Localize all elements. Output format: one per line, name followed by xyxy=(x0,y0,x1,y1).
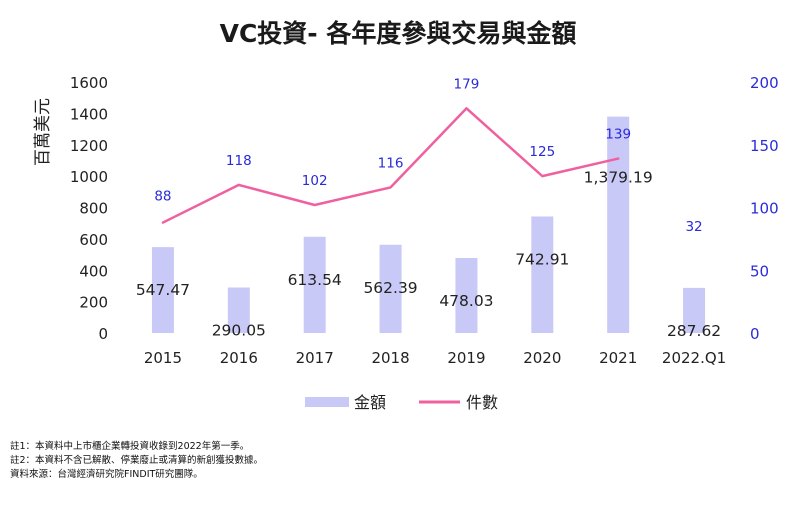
legend-label-bar: 金額 xyxy=(354,393,386,412)
y-left-tick-label: 800 xyxy=(79,200,108,218)
line-data-label: 125 xyxy=(529,144,555,160)
bar-data-label: 1,379.19 xyxy=(584,169,653,187)
line-data-label: 139 xyxy=(605,127,631,143)
y-right-tick-label: 150 xyxy=(750,137,779,155)
bar xyxy=(151,247,174,333)
x-tick-label: 2021 xyxy=(599,349,637,367)
chart-title: VC投資- 各年度參與交易與金額 xyxy=(220,19,577,48)
x-tick-label: 2022.Q1 xyxy=(662,349,726,367)
note-source: 資料來源：台灣經濟研究院FINDIT研究團隊。 xyxy=(10,469,203,480)
line-data-label: 116 xyxy=(378,155,404,171)
y-right-tick-label: 100 xyxy=(750,200,779,218)
legend: 金額 件數 xyxy=(305,393,498,412)
bar xyxy=(683,287,706,333)
y-left-tick-label: 1000 xyxy=(70,168,108,186)
x-axis-ticks: 2015 2016 2017 2018 2019 2020 2021 2022.Q1 xyxy=(144,349,726,367)
bar xyxy=(227,287,250,333)
line-data-label: 118 xyxy=(226,153,252,169)
bar-data-label: 478.03 xyxy=(439,292,493,310)
bar-data-label: 613.54 xyxy=(288,271,342,289)
y-left-tick-label: 1600 xyxy=(70,74,108,92)
bar xyxy=(303,236,326,333)
line-series: 88 118 102 116 179 125 139 32 xyxy=(154,76,702,235)
note-2: 註2：本資料不含已解散、停業廢止或清算的新創獲投數據。 xyxy=(10,455,264,466)
legend-swatch-bar xyxy=(305,397,349,407)
bar-data-label: 742.91 xyxy=(515,250,569,268)
line-data-label: 32 xyxy=(685,219,702,235)
bar-series: 547.47 290.05 613.54 562.39 478.03 742.91 1,37… xyxy=(136,116,721,340)
bar xyxy=(531,216,554,333)
y-axis-right-ticks: 0 50 100 150 200 xyxy=(750,74,779,343)
x-tick-label: 2019 xyxy=(447,349,485,367)
y-left-tick-label: 600 xyxy=(79,231,108,249)
x-tick-label: 2015 xyxy=(144,349,182,367)
line-data-label: 179 xyxy=(454,76,480,92)
bar-data-label: 547.47 xyxy=(136,281,190,299)
y-right-tick-label: 0 xyxy=(750,325,760,343)
x-tick-label: 2017 xyxy=(296,349,334,367)
x-tick-label: 2020 xyxy=(523,349,561,367)
bar xyxy=(379,244,402,333)
y-axis-left-label: 百萬美元 xyxy=(33,98,53,166)
y-right-tick-label: 50 xyxy=(750,262,769,280)
x-tick-label: 2018 xyxy=(371,349,409,367)
line-data-label: 88 xyxy=(154,189,171,205)
y-left-tick-label: 200 xyxy=(79,294,108,312)
bar-data-label: 562.39 xyxy=(363,279,417,297)
line-path xyxy=(161,107,620,224)
note-1: 註1：本資料中上市櫃企業轉投資收錄到2022年第一季。 xyxy=(10,441,250,452)
bar xyxy=(455,258,478,333)
y-right-tick-label: 200 xyxy=(750,74,779,92)
y-left-tick-label: 0 xyxy=(98,325,108,343)
bar xyxy=(607,116,630,333)
x-tick-label: 2016 xyxy=(220,349,258,367)
y-left-tick-label: 1400 xyxy=(70,105,108,123)
y-axis-left-ticks: 0 200 400 600 800 1000 1200 1400 1600 xyxy=(70,74,108,343)
line-data-label: 102 xyxy=(302,173,328,189)
legend-label-line: 件數 xyxy=(466,393,498,412)
bar-data-label: 290.05 xyxy=(212,321,266,339)
bar-data-label: 287.62 xyxy=(667,322,721,340)
y-left-tick-label: 1200 xyxy=(70,137,108,155)
y-left-tick-label: 400 xyxy=(79,262,108,280)
